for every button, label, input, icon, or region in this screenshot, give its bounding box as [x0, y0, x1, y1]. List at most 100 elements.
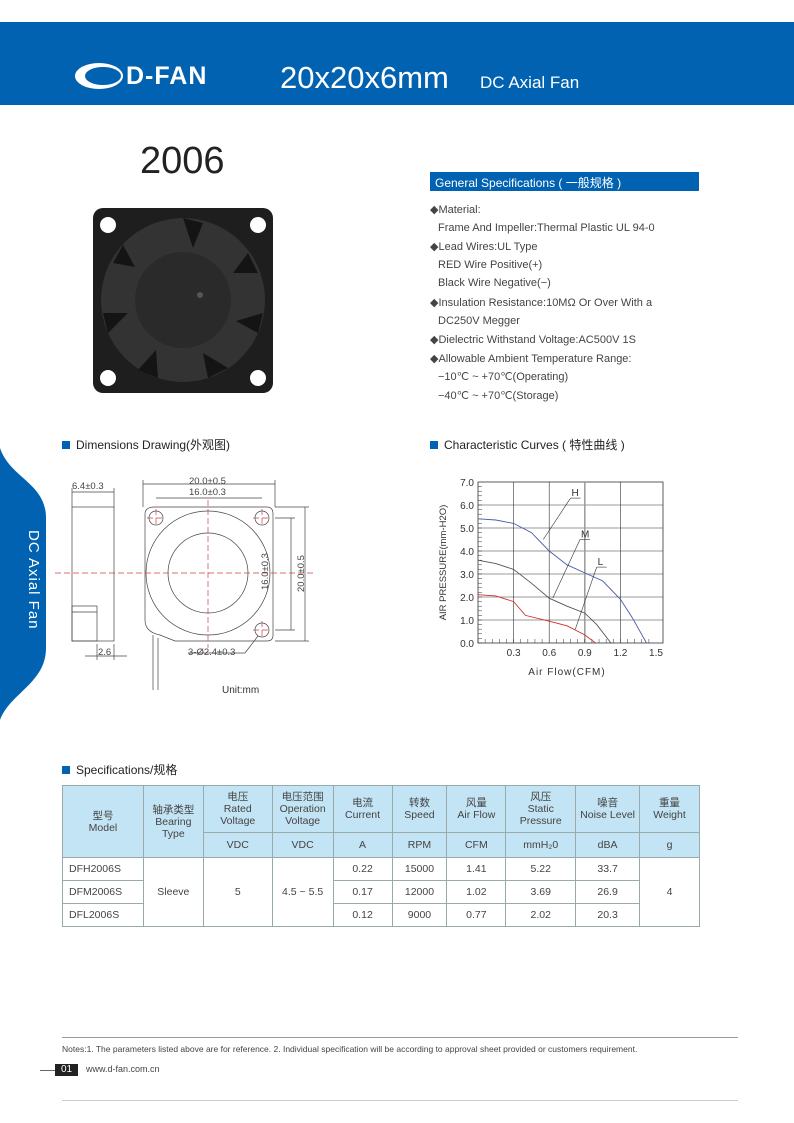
x-tick-label: 1.2	[613, 648, 627, 659]
header-text: 轴承类型	[152, 803, 195, 816]
table-cell: 0.17	[332, 880, 393, 904]
website-link[interactable]: www.d-fan.com.cn	[86, 1064, 160, 1074]
dim-unit: Unit:mm	[222, 685, 260, 696]
dimensions-drawing	[55, 480, 315, 690]
header-text: Pressure	[519, 815, 562, 827]
bottom-divider	[62, 1100, 738, 1101]
footer-divider	[62, 1037, 738, 1038]
table-cell: 5	[202, 857, 273, 927]
unit-header: mmH₂0	[505, 832, 577, 858]
spec-line: ◆Insulation Resistance:10MΩ Or Over With…	[430, 297, 653, 309]
plot-frame	[477, 481, 664, 644]
column-header: 转数 Speed	[391, 785, 448, 833]
x-tick-label: 0.6	[542, 648, 556, 659]
header-text: 重量	[659, 797, 681, 809]
table-cell: 33.7	[575, 857, 641, 881]
series-label: L	[598, 557, 604, 568]
y-tick-label: 7.0	[460, 478, 474, 489]
header-text: Bearing	[155, 815, 192, 828]
header-text: Type	[161, 827, 185, 840]
dim-hole-height: 16.0±0.3	[260, 553, 271, 590]
characteristic-curve-chart: 0.0 1.0 2.0 3.0 4.0 5.0 6.0 7.0 0.3 0.6 0.9 1.2 1.5 A…	[438, 478, 664, 678]
y-tick-label: 3.0	[460, 570, 474, 581]
header-text: Voltage	[220, 815, 256, 827]
header-text: Model	[88, 821, 118, 834]
x-tick-label: 0.9	[578, 648, 592, 659]
page-subtitle: DC Axial Fan	[480, 73, 580, 92]
y-axis-label: AIR PRESSURE(mm-H2O)	[438, 505, 449, 621]
table-cell: 0.77	[446, 903, 507, 927]
y-tick-label: 6.0	[460, 501, 474, 512]
column-header: 重量 Weight	[639, 785, 700, 833]
column-header: 风压 Static Pressure	[505, 785, 577, 833]
table-cell: 1.02	[446, 880, 507, 904]
unit-header: dBA	[575, 832, 641, 858]
column-header: 风量 Air Flow	[446, 785, 507, 833]
dim-thickness: 6.4±0.3	[72, 481, 104, 492]
side-tab	[0, 448, 46, 720]
dim-step: 2.6	[98, 647, 112, 658]
model-number: 2006	[140, 140, 225, 182]
specs-table-heading: Specifications/规格	[62, 761, 177, 778]
specs-table: 型号 Model 轴承类型 Bearing Type 电压 Rated Voltage 电压范围…	[62, 785, 700, 927]
header-text: Operation	[279, 803, 326, 815]
y-tick-label: 1.0	[460, 616, 474, 627]
general-specs-header: General Specifications ( 一般规格 )	[430, 172, 699, 191]
spec-line: Frame And Impeller:Thermal Plastic UL 94…	[438, 221, 655, 234]
table-cell: 0.12	[332, 903, 393, 927]
column-header: 轴承类型 Bearing Type	[142, 785, 204, 858]
header-text: 风量	[465, 797, 487, 809]
column-header: 电压范围 Operation Voltage	[271, 785, 334, 833]
table-cell: 4	[639, 857, 700, 927]
y-tick-label: 2.0	[460, 593, 474, 604]
logo-icon	[75, 63, 123, 89]
table-cell: 3.69	[505, 880, 577, 904]
leader-line	[575, 567, 597, 630]
table-cell: 9000	[391, 903, 448, 927]
header-text: 电压	[227, 791, 249, 803]
header-text: 噪音	[597, 797, 619, 809]
page-title: 20x20x6mm	[280, 60, 449, 95]
dim-holes: 3-Ø2.4±0.3	[188, 647, 236, 658]
unit-header: VDC	[271, 832, 334, 858]
table-cell: DFL2006S	[62, 903, 144, 927]
side-tab-label: DC Axial Fan	[25, 530, 42, 630]
curve-M	[477, 559, 612, 644]
spec-line: DC250V Megger	[438, 314, 520, 327]
x-axis-label: Air Flow(CFM)	[528, 667, 605, 678]
curve-H	[477, 518, 647, 644]
page-num-rule	[40, 1070, 55, 1071]
unit-header: RPM	[391, 832, 448, 858]
table-cell: DFH2006S	[62, 857, 144, 881]
table-cell: Sleeve	[142, 857, 204, 927]
dim-hole-width: 16.0±0.3	[189, 487, 226, 498]
table-row: DFL2006S 0.12 9000 0.77 2.02 20.3	[62, 903, 700, 927]
dimensions-heading: Dimensions Drawing(外观图)	[62, 436, 230, 453]
header-banner	[0, 22, 794, 105]
series-label: H	[572, 488, 579, 499]
table-cell: 15000	[391, 857, 448, 881]
brand-logo-text: D-FAN	[126, 62, 208, 90]
unit-header: VDC	[202, 832, 273, 858]
spec-line: −40℃ ~ +70℃(Storage)	[438, 390, 559, 402]
header-text: 型号	[92, 809, 114, 822]
header-text: 电压范围	[281, 791, 324, 803]
dim-outer-width: 20.0±0.5	[189, 476, 226, 487]
table-cell: 4.5 ~ 5.5	[271, 857, 334, 927]
x-tick-label: 1.5	[649, 648, 663, 659]
spec-line: RED Wire Positive(+)	[438, 258, 543, 271]
header-text: Voltage	[285, 815, 321, 827]
column-header: 电压 Rated Voltage	[202, 785, 273, 833]
spec-line: ◆Allowable Ambient Temperature Range:	[430, 352, 632, 365]
table-cell: 0.22	[332, 857, 393, 881]
header-text: Speed	[404, 809, 435, 821]
spec-line: ◆Material:	[430, 204, 481, 216]
unit-header: CFM	[446, 832, 507, 858]
header-text: Current	[345, 809, 381, 821]
column-header: 电流 Current	[332, 785, 393, 833]
header-text: Noise Level	[580, 809, 636, 821]
unit-header: A	[332, 832, 393, 858]
header-text: Static	[527, 803, 554, 815]
header-text: 电流	[352, 797, 374, 809]
leader-line	[543, 497, 571, 540]
